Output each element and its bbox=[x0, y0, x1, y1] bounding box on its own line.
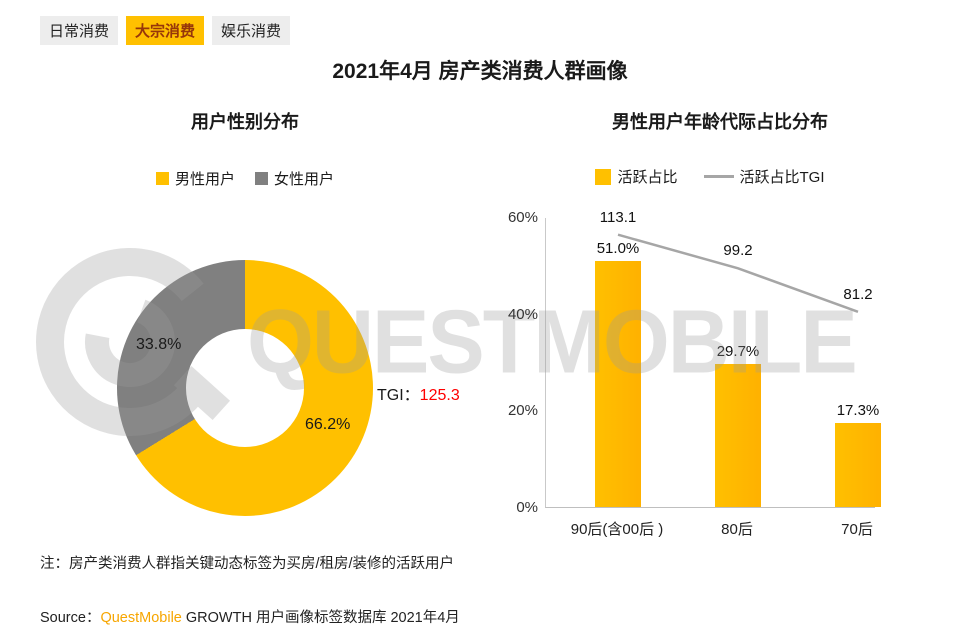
y-tick-20: 20% bbox=[507, 402, 538, 419]
tgi-prefix: TGI： bbox=[377, 387, 420, 404]
age-bar-chart: 51.0% 29.7% 17.3% 113.1 99.2 81.2 bbox=[545, 209, 881, 508]
age-chart-legend: 活跃占比 活跃占比TGI bbox=[530, 166, 890, 187]
tgi-line-chart bbox=[617, 233, 859, 313]
gender-tgi-annotation: TGI：125.3 bbox=[377, 381, 460, 405]
x-label-70s: 70后 bbox=[841, 521, 873, 538]
bar-column-90s: 51.0% bbox=[595, 239, 641, 507]
female-swatch-icon bbox=[255, 172, 268, 185]
y-tick-0: 0% bbox=[516, 499, 538, 516]
gender-donut-chart bbox=[117, 260, 373, 516]
bar-swatch-icon bbox=[595, 168, 612, 185]
tab-entertainment-consumption[interactable]: 娱乐消费 bbox=[212, 16, 291, 45]
source-brand: QuestMobile bbox=[100, 610, 182, 626]
legend-line-label: 活跃占比TGI bbox=[739, 169, 825, 186]
bar-value-label: 17.3% bbox=[836, 402, 880, 420]
line-swatch-icon bbox=[703, 175, 734, 178]
female-percentage-label: 33.8% bbox=[136, 336, 182, 353]
footnote: 注：房产类消费人群指关键动态标签为买房/租房/装修的活跃用户 bbox=[40, 556, 455, 572]
x-label-80s: 80后 bbox=[721, 521, 753, 538]
bar bbox=[835, 423, 881, 507]
tab-daily-consumption[interactable]: 日常消费 bbox=[40, 16, 119, 45]
source-rest: GROWTH 用户画像标签数据库 2021年4月 bbox=[181, 610, 460, 626]
bar-value-label: 29.7% bbox=[716, 342, 760, 360]
x-label-90s: 90后(含00后 ) bbox=[570, 521, 664, 538]
tgi-label: 113.1 bbox=[599, 208, 637, 226]
legend-item-tgi-line: 活跃占比TGI bbox=[703, 166, 825, 187]
male-swatch-icon bbox=[155, 172, 169, 185]
page-title: 2021年4月 房产类消费人群画像 bbox=[332, 60, 628, 83]
legend-male-label: 男性用户 bbox=[174, 171, 235, 188]
gender-chart-title: 用户性别分布 bbox=[191, 112, 299, 132]
tgi-label: 99.2 bbox=[723, 242, 753, 260]
male-percentage-label: 66.2% bbox=[305, 416, 351, 433]
source-line: Source：QuestMobile GROWTH 用户画像标签数据库 2021… bbox=[40, 606, 460, 627]
bar-column-70s: 17.3% bbox=[835, 402, 881, 507]
legend-item-male: 男性用户 bbox=[155, 168, 235, 189]
y-tick-40: 40% bbox=[507, 306, 538, 323]
tgi-value: 125.3 bbox=[419, 387, 460, 404]
legend-item-female: 女性用户 bbox=[255, 168, 334, 189]
age-chart-title: 男性用户年龄代际占比分布 bbox=[612, 112, 828, 132]
legend-bar-label: 活跃占比 bbox=[617, 169, 678, 186]
legend-item-active-share: 活跃占比 bbox=[595, 166, 678, 187]
tgi-label: 81.2 bbox=[843, 285, 873, 303]
bar bbox=[595, 260, 641, 507]
y-tick-60: 60% bbox=[507, 209, 538, 226]
source-prefix: Source： bbox=[40, 610, 101, 626]
category-tabbar: 日常消费 大宗消费 娱乐消费 bbox=[40, 16, 291, 45]
gender-legend: 男性用户 女性用户 bbox=[117, 168, 373, 189]
tab-bulk-consumption[interactable]: 大宗消费 bbox=[126, 16, 205, 45]
bar-value-label: 51.0% bbox=[596, 239, 640, 257]
legend-female-label: 女性用户 bbox=[274, 171, 335, 188]
bar bbox=[715, 363, 761, 507]
bar-column-80s: 29.7% bbox=[715, 342, 761, 507]
